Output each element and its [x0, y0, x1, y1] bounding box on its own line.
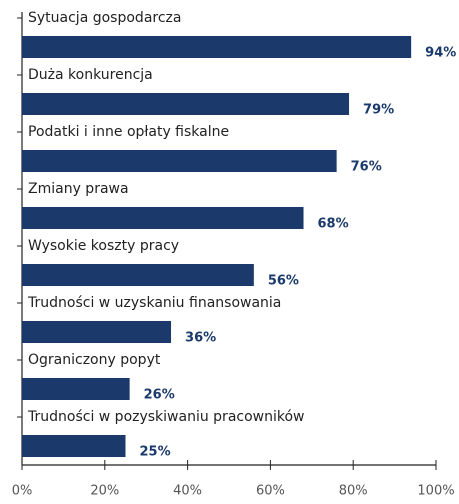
x-tick-label: 60% — [256, 484, 285, 499]
value-label: 79% — [363, 103, 394, 118]
value-label: 68% — [318, 217, 349, 232]
category-label: Ograniczony popyt — [28, 352, 161, 368]
bar — [22, 321, 172, 343]
category-label: Duża konkurencja — [28, 67, 153, 83]
bar — [22, 36, 412, 58]
value-label: 56% — [268, 274, 299, 289]
x-tick-label: 20% — [90, 484, 119, 499]
bar — [22, 435, 126, 457]
x-tick-label: 40% — [173, 484, 202, 499]
bar — [22, 93, 350, 115]
value-label: 94% — [425, 46, 456, 61]
category-label: Sytuacja gospodarcza — [28, 10, 181, 26]
value-label: 26% — [144, 388, 175, 403]
category-label: Trudności w pozyskiwaniu pracowników — [27, 409, 305, 425]
x-tick-label: 100% — [417, 484, 454, 499]
category-label: Zmiany prawa — [28, 181, 129, 197]
value-label: 76% — [351, 160, 382, 175]
bar — [22, 264, 254, 286]
bar — [22, 150, 337, 172]
category-label: Wysokie koszty pracy — [28, 238, 179, 254]
category-label: Trudności w uzyskaniu finansowania — [27, 295, 281, 311]
value-label: 36% — [185, 331, 216, 346]
value-label: 25% — [140, 445, 171, 460]
bar — [22, 207, 304, 229]
x-tick-label: 0% — [12, 484, 33, 499]
bar — [22, 378, 130, 400]
x-tick-label: 80% — [339, 484, 368, 499]
category-label: Podatki i inne opłaty fiskalne — [28, 124, 229, 140]
